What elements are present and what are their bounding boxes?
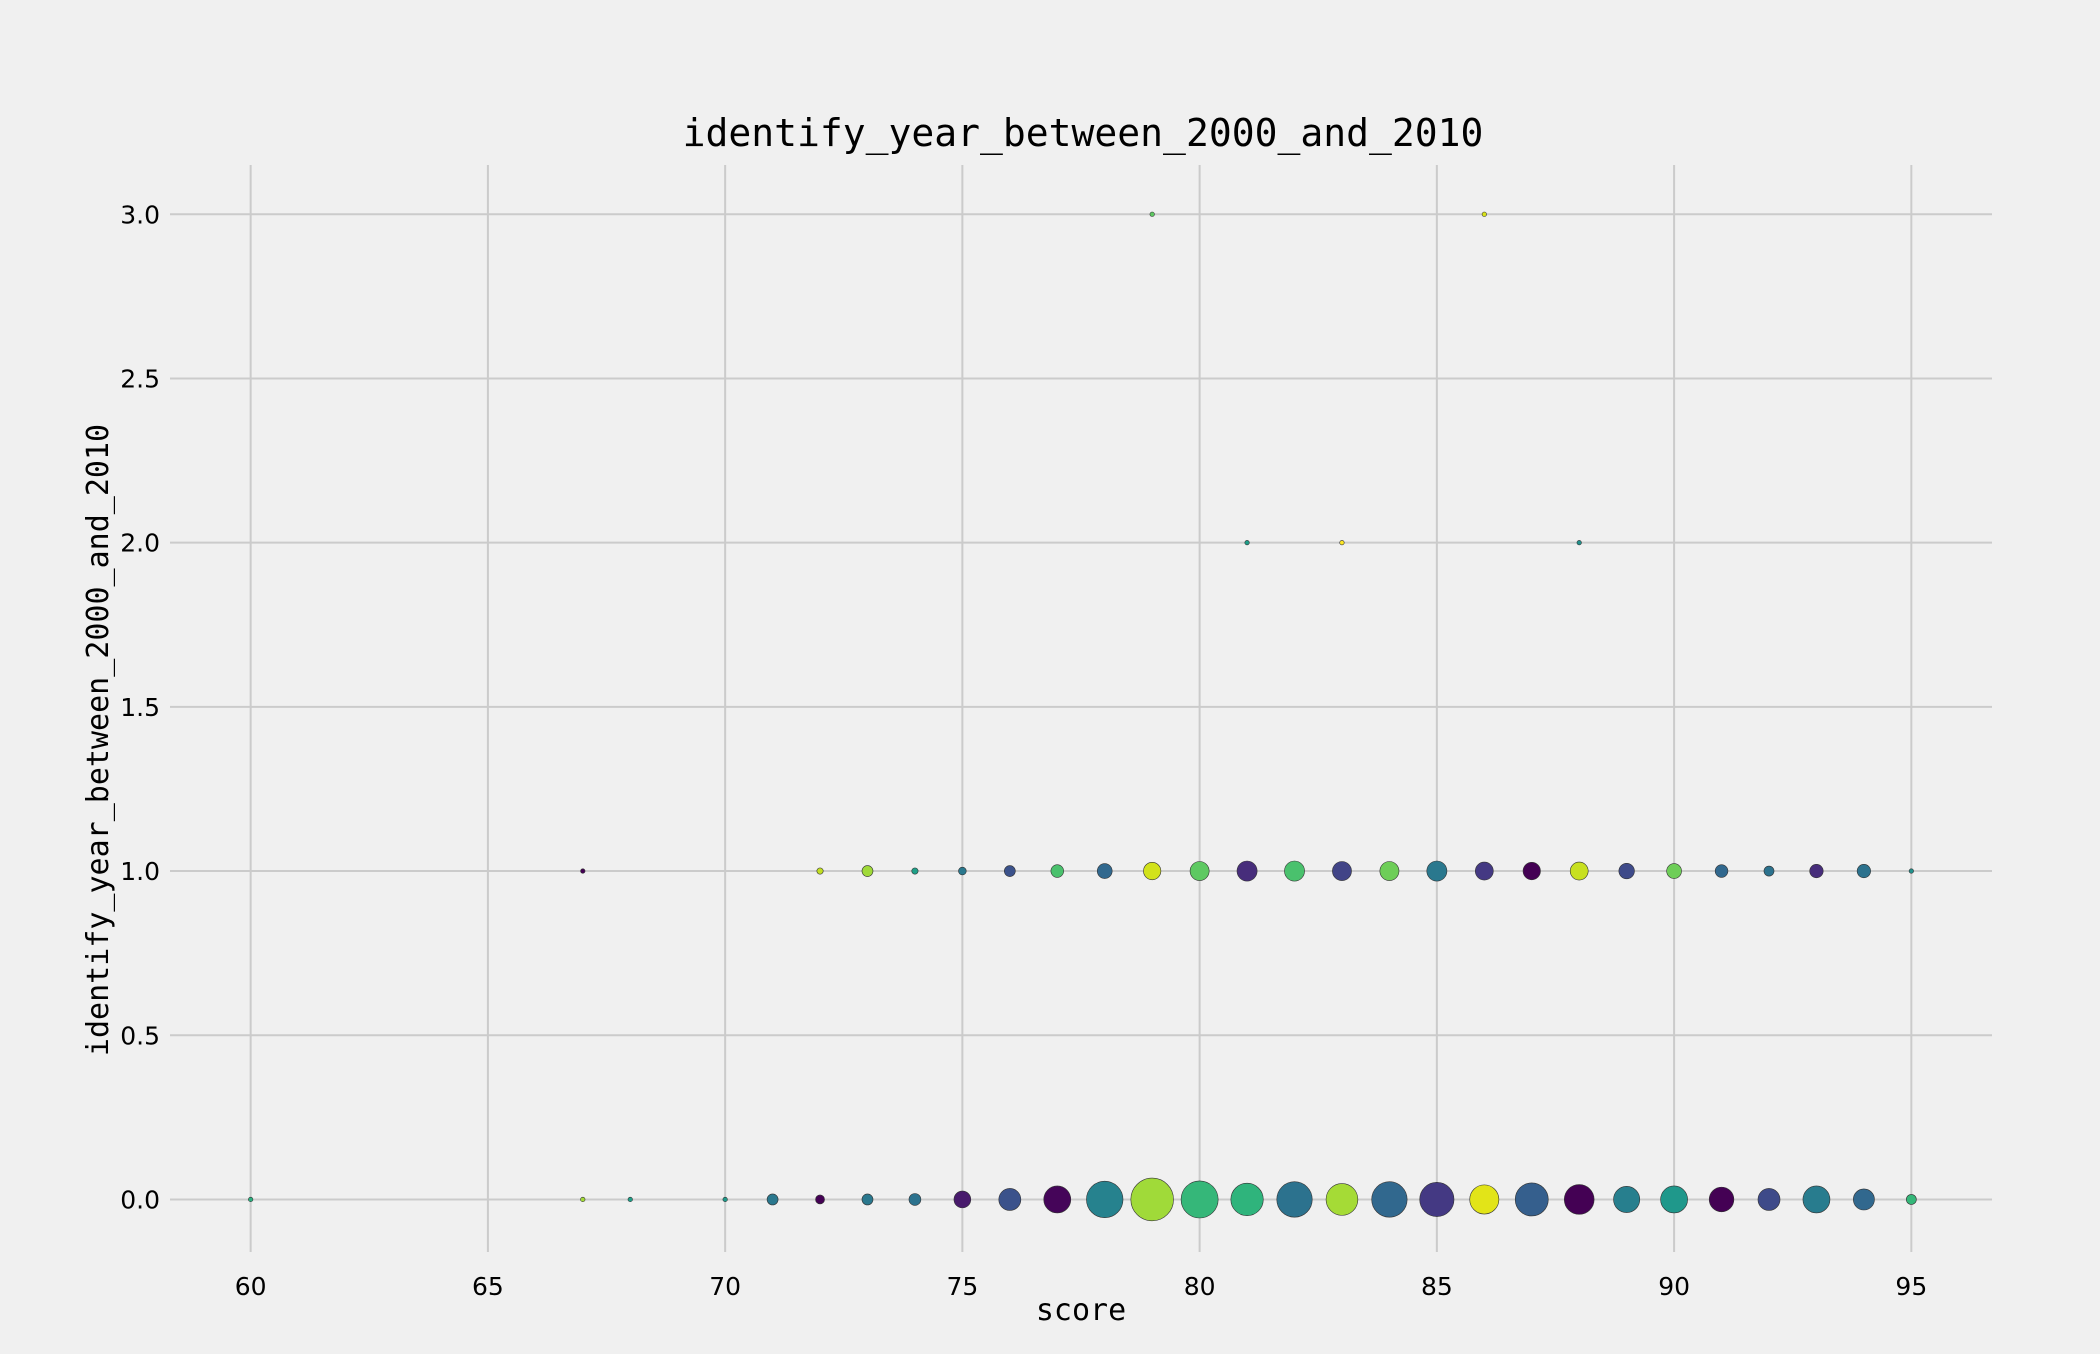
scatter-point (1908, 868, 1914, 874)
scatter-point (1569, 861, 1589, 881)
scatter-point (722, 1196, 728, 1203)
scatter-point (766, 1193, 779, 1206)
x-tick-label: 90 (1658, 1272, 1690, 1301)
y-axis-label: identify_year_between_2000_and_2010 (81, 424, 116, 1056)
scatter-point (1236, 860, 1258, 882)
x-tick-label: 80 (1184, 1272, 1216, 1301)
scatter-point (908, 1193, 922, 1206)
scatter-point (1660, 1185, 1688, 1214)
scatter-point (1802, 1185, 1831, 1214)
y-tick-label: 1.0 (120, 857, 160, 886)
scatter-point (998, 1188, 1022, 1211)
chart-title: identify_year_between_2000_and_2010 (683, 111, 1484, 156)
x-tick-label: 70 (709, 1272, 741, 1301)
y-tick-label: 1.5 (120, 693, 160, 722)
scatter-point (1096, 863, 1113, 879)
scatter-point (1481, 211, 1487, 217)
scatter-point (1244, 540, 1250, 546)
scatter-point (627, 1196, 633, 1203)
scatter-point (1130, 1177, 1174, 1222)
scatter-point (1906, 1194, 1917, 1205)
scatter-point (1576, 540, 1582, 546)
scatter-point (1666, 863, 1682, 879)
scatter-point (1230, 1182, 1264, 1216)
scatter-point (1050, 864, 1064, 878)
scatter-point (1284, 860, 1305, 882)
data-points (248, 211, 1917, 1222)
scatter-point (1004, 865, 1016, 877)
scatter-point (1613, 1186, 1641, 1213)
y-tick-label: 0.0 (120, 1185, 160, 1214)
scatter-point (1086, 1180, 1124, 1219)
x-axis-label: score (1036, 1293, 1126, 1328)
y-tick-label: 0.5 (120, 1021, 160, 1050)
scatter-point (1149, 211, 1155, 217)
scatter-point (1714, 864, 1729, 878)
scatter-point (580, 1196, 586, 1203)
scatter-point (1708, 1186, 1735, 1213)
scatter-point (1180, 1180, 1219, 1219)
x-tick-label: 60 (235, 1272, 267, 1301)
y-tick-label: 2.5 (120, 364, 160, 393)
y-tick-labels: 0.0 0.5 1.0 1.5 2.0 2.5 3.0 (120, 200, 160, 1214)
scatter-point (1325, 1183, 1359, 1216)
scatter-point (1757, 1188, 1781, 1211)
scatter-point (1763, 865, 1775, 877)
scatter-point (953, 1190, 972, 1209)
scatter-point (1339, 540, 1345, 546)
x-tick-label: 95 (1895, 1272, 1927, 1301)
scatter-point (1809, 864, 1824, 879)
scatter-point (1426, 860, 1448, 882)
scatter-point (1618, 862, 1635, 880)
y-tick-label: 2.0 (120, 529, 160, 558)
scatter-point (1371, 1181, 1408, 1218)
x-tick-label: 85 (1421, 1272, 1453, 1301)
scatter-point (1189, 861, 1210, 881)
scatter-point (861, 865, 874, 877)
scatter-point (1332, 861, 1352, 881)
scatter-point (958, 866, 967, 876)
scatter-point (911, 867, 919, 875)
scatter-point (1469, 1184, 1500, 1215)
scatter-point (1856, 864, 1871, 879)
scatter-point (248, 1196, 254, 1203)
scatter-point (1419, 1182, 1455, 1217)
x-tick-label: 75 (946, 1272, 978, 1301)
scatter-point (1514, 1182, 1549, 1217)
scatter-point (816, 867, 824, 875)
x-gridlines (249, 165, 1913, 1252)
scatter-point (580, 868, 586, 874)
scatter-point (1379, 861, 1400, 881)
x-tick-labels: 60 65 70 75 80 85 90 95 (235, 1272, 1927, 1301)
scatter-point (861, 1193, 874, 1206)
scatter-point (1563, 1184, 1595, 1215)
scatter-point (1276, 1181, 1313, 1218)
scatter-point (1043, 1185, 1072, 1214)
scatter-point (1143, 862, 1162, 881)
scatter-point (1522, 862, 1541, 881)
y-gridlines (170, 213, 1992, 1201)
y-tick-label: 3.0 (120, 200, 160, 229)
scatter-point (1475, 861, 1494, 881)
scatter-point (815, 1194, 825, 1205)
scatter-point (1853, 1188, 1875, 1211)
x-tick-label: 65 (472, 1272, 504, 1301)
